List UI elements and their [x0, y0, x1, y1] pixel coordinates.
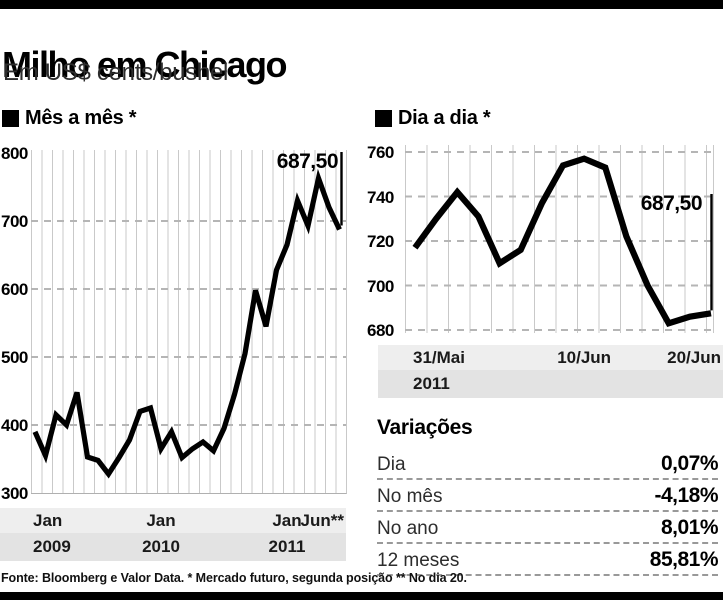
top-rule-bar: [0, 0, 723, 9]
page-subtitle: Em US$ cents/bushel: [3, 59, 229, 86]
y-tick-label: 700: [1, 212, 28, 231]
variation-label: No mês: [377, 486, 443, 507]
square-bullet-icon: [375, 110, 392, 127]
x-axis-label: 2011: [268, 537, 306, 556]
price-line: [412, 155, 712, 328]
y-tick-label: 500: [1, 348, 28, 367]
y-tick-label: 600: [1, 280, 28, 299]
y-tick-label: 720: [367, 232, 394, 251]
square-bullet-icon: [2, 110, 19, 127]
source-note: Fonte: Bloomberg e Valor Data. * Mercado…: [1, 571, 467, 585]
monthly-plot-area: 687,50: [31, 150, 347, 494]
x-axis-label: 10/Jun: [557, 348, 612, 367]
y-tick-label: 680: [367, 321, 394, 340]
x-axis-label: Jan: [272, 511, 302, 530]
table-row: 12 meses 85,81%: [377, 544, 719, 576]
x-axis-label: 2010: [142, 537, 180, 556]
monthly-section-header: Mês a mês *: [2, 107, 137, 130]
variation-value: -4,18%: [654, 484, 718, 507]
y-tick-label: 760: [367, 143, 394, 162]
table-row: Dia 0,07%: [377, 448, 719, 480]
variation-label: Dia: [377, 454, 406, 475]
x-axis-label: 2009: [33, 537, 71, 556]
x-axis-label: 2011: [413, 374, 450, 393]
daily-plot-area: 687,50: [405, 145, 714, 333]
daily-section-header: Dia a dia *: [375, 107, 491, 130]
monthly-x-axis-years-row: 2009 2010 2011: [0, 533, 346, 561]
variation-value: 8,01%: [660, 516, 719, 539]
y-tick-label: 740: [367, 187, 394, 207]
price-line: [32, 168, 342, 479]
variations-title: Variações: [377, 416, 473, 439]
x-axis-label: 20/Jun: [667, 348, 721, 367]
variation-value: 0,07%: [660, 452, 719, 475]
y-tick-label: 400: [1, 416, 28, 435]
variation-value: 85,81%: [649, 548, 719, 571]
bottom-rule-bar: [0, 592, 723, 600]
variations-table: Variações Dia 0,07% No mês -4,18% No ano…: [377, 416, 719, 576]
table-row: No mês -4,18%: [377, 480, 718, 512]
monthly-x-axis-band: Jan Jan Jan Jun** 2009 2010 2011: [0, 508, 346, 561]
daily-x-axis-year-row: 2011: [378, 370, 723, 398]
monthly-last-value-annotation: 687,50: [276, 150, 339, 173]
daily-line-chart: [405, 151, 713, 331]
variation-label: 12 meses: [377, 550, 460, 571]
daily-x-axis-dates-row: 31/Mai 10/Jun 20/Jun: [378, 345, 723, 370]
y-tick-label: 800: [1, 144, 28, 163]
variation-label: No ano: [377, 518, 439, 539]
x-axis-label: Jan: [146, 511, 176, 530]
page-title: Milho em Chicago: [2, 44, 288, 86]
daily-section-label: Dia a dia *: [398, 107, 491, 129]
daily-last-value-annotation: 687,50: [640, 192, 703, 215]
x-axis-label: Jun**: [300, 511, 344, 530]
y-tick-label: 700: [367, 276, 394, 296]
table-row: No ano 8,01%: [377, 512, 719, 544]
monthly-section-label: Mês a mês *: [25, 107, 137, 129]
monthly-line-chart: [31, 152, 346, 479]
monthly-x-axis-months-row: Jan Jan Jan Jun**: [0, 508, 346, 533]
x-axis-label: Jan: [33, 511, 63, 530]
x-axis-label: 31/Mai: [413, 348, 465, 367]
y-tick-label: 300: [1, 484, 28, 503]
daily-x-axis-band: 31/Mai 10/Jun 20/Jun 2011: [378, 345, 723, 398]
